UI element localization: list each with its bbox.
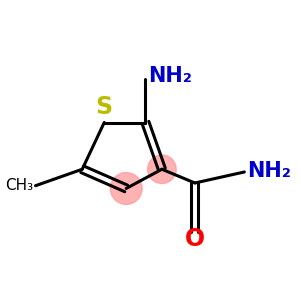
Text: CH₃: CH₃ [5, 178, 33, 193]
Text: NH₂: NH₂ [148, 66, 192, 86]
Text: O: O [185, 227, 205, 251]
Circle shape [110, 172, 142, 204]
Circle shape [148, 155, 176, 184]
Text: NH₂: NH₂ [247, 160, 291, 181]
Text: S: S [96, 95, 113, 119]
